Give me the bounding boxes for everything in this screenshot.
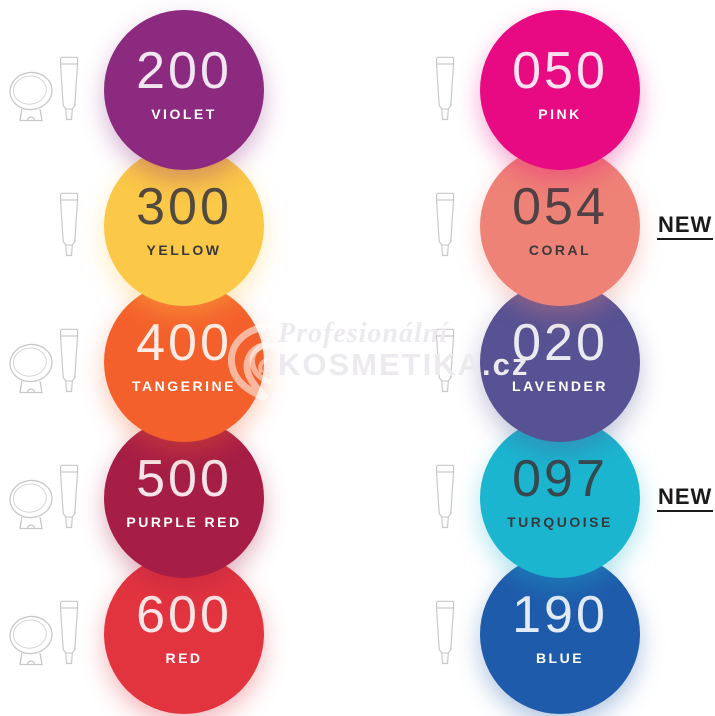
color-circle: 300 YELLOW <box>104 146 264 306</box>
tube-icon <box>57 328 81 394</box>
tube-icon <box>57 56 81 122</box>
jar-icon <box>8 342 54 394</box>
shade-code: 400 <box>136 313 232 372</box>
watermark: Profesionální KOSMETIKA.cz <box>222 316 527 402</box>
tube-icon <box>433 328 457 394</box>
color-circle: 200 VIOLET <box>104 10 264 170</box>
shade-name: RED <box>165 649 203 666</box>
color-circle: 190 BLUE <box>480 554 640 714</box>
shade-name: BLUE <box>535 649 585 666</box>
jar-icon <box>8 478 54 530</box>
tube-icon <box>433 56 457 122</box>
shade-code: 020 <box>512 313 608 372</box>
shade-code: 500 <box>136 449 232 508</box>
shade-name: PURPLE RED <box>126 513 242 530</box>
shade-code: 200 <box>136 41 232 100</box>
jar-icon <box>8 70 54 122</box>
shade-name: TURQUOISE <box>507 513 613 530</box>
shade-name: YELLOW <box>146 241 222 258</box>
tube-icon <box>57 464 81 530</box>
tube-icon <box>57 192 81 258</box>
color-circle: 400 TANGERINE <box>104 282 264 442</box>
shade-name: VIOLET <box>151 105 217 122</box>
shade-code: 054 <box>512 177 608 236</box>
tube-icon <box>433 464 457 530</box>
color-circle: 054 CORAL <box>480 146 640 306</box>
tube-icon <box>57 600 81 666</box>
tube-icon <box>433 600 457 666</box>
shade-code: 190 <box>512 585 608 644</box>
shade-code: 097 <box>512 449 608 508</box>
shade-name: PINK <box>538 105 582 122</box>
shade-code: 300 <box>136 177 232 236</box>
color-circle: 097 TURQUOISE <box>480 418 640 578</box>
new-badge: NEW <box>657 486 714 512</box>
new-badge: NEW <box>657 214 714 240</box>
shade-name: LAVENDER <box>512 377 608 394</box>
color-circle: 600 RED <box>104 554 264 714</box>
color-circle: 500 PURPLE RED <box>104 418 264 578</box>
color-circle: 020 LAVENDER <box>480 282 640 442</box>
shade-name: TANGERINE <box>132 377 236 394</box>
tube-icon <box>433 192 457 258</box>
shade-code: 600 <box>136 585 232 644</box>
color-circle: 050 PINK <box>480 10 640 170</box>
shade-name: CORAL <box>528 241 592 258</box>
shade-code: 050 <box>512 41 608 100</box>
jar-icon <box>8 614 54 666</box>
